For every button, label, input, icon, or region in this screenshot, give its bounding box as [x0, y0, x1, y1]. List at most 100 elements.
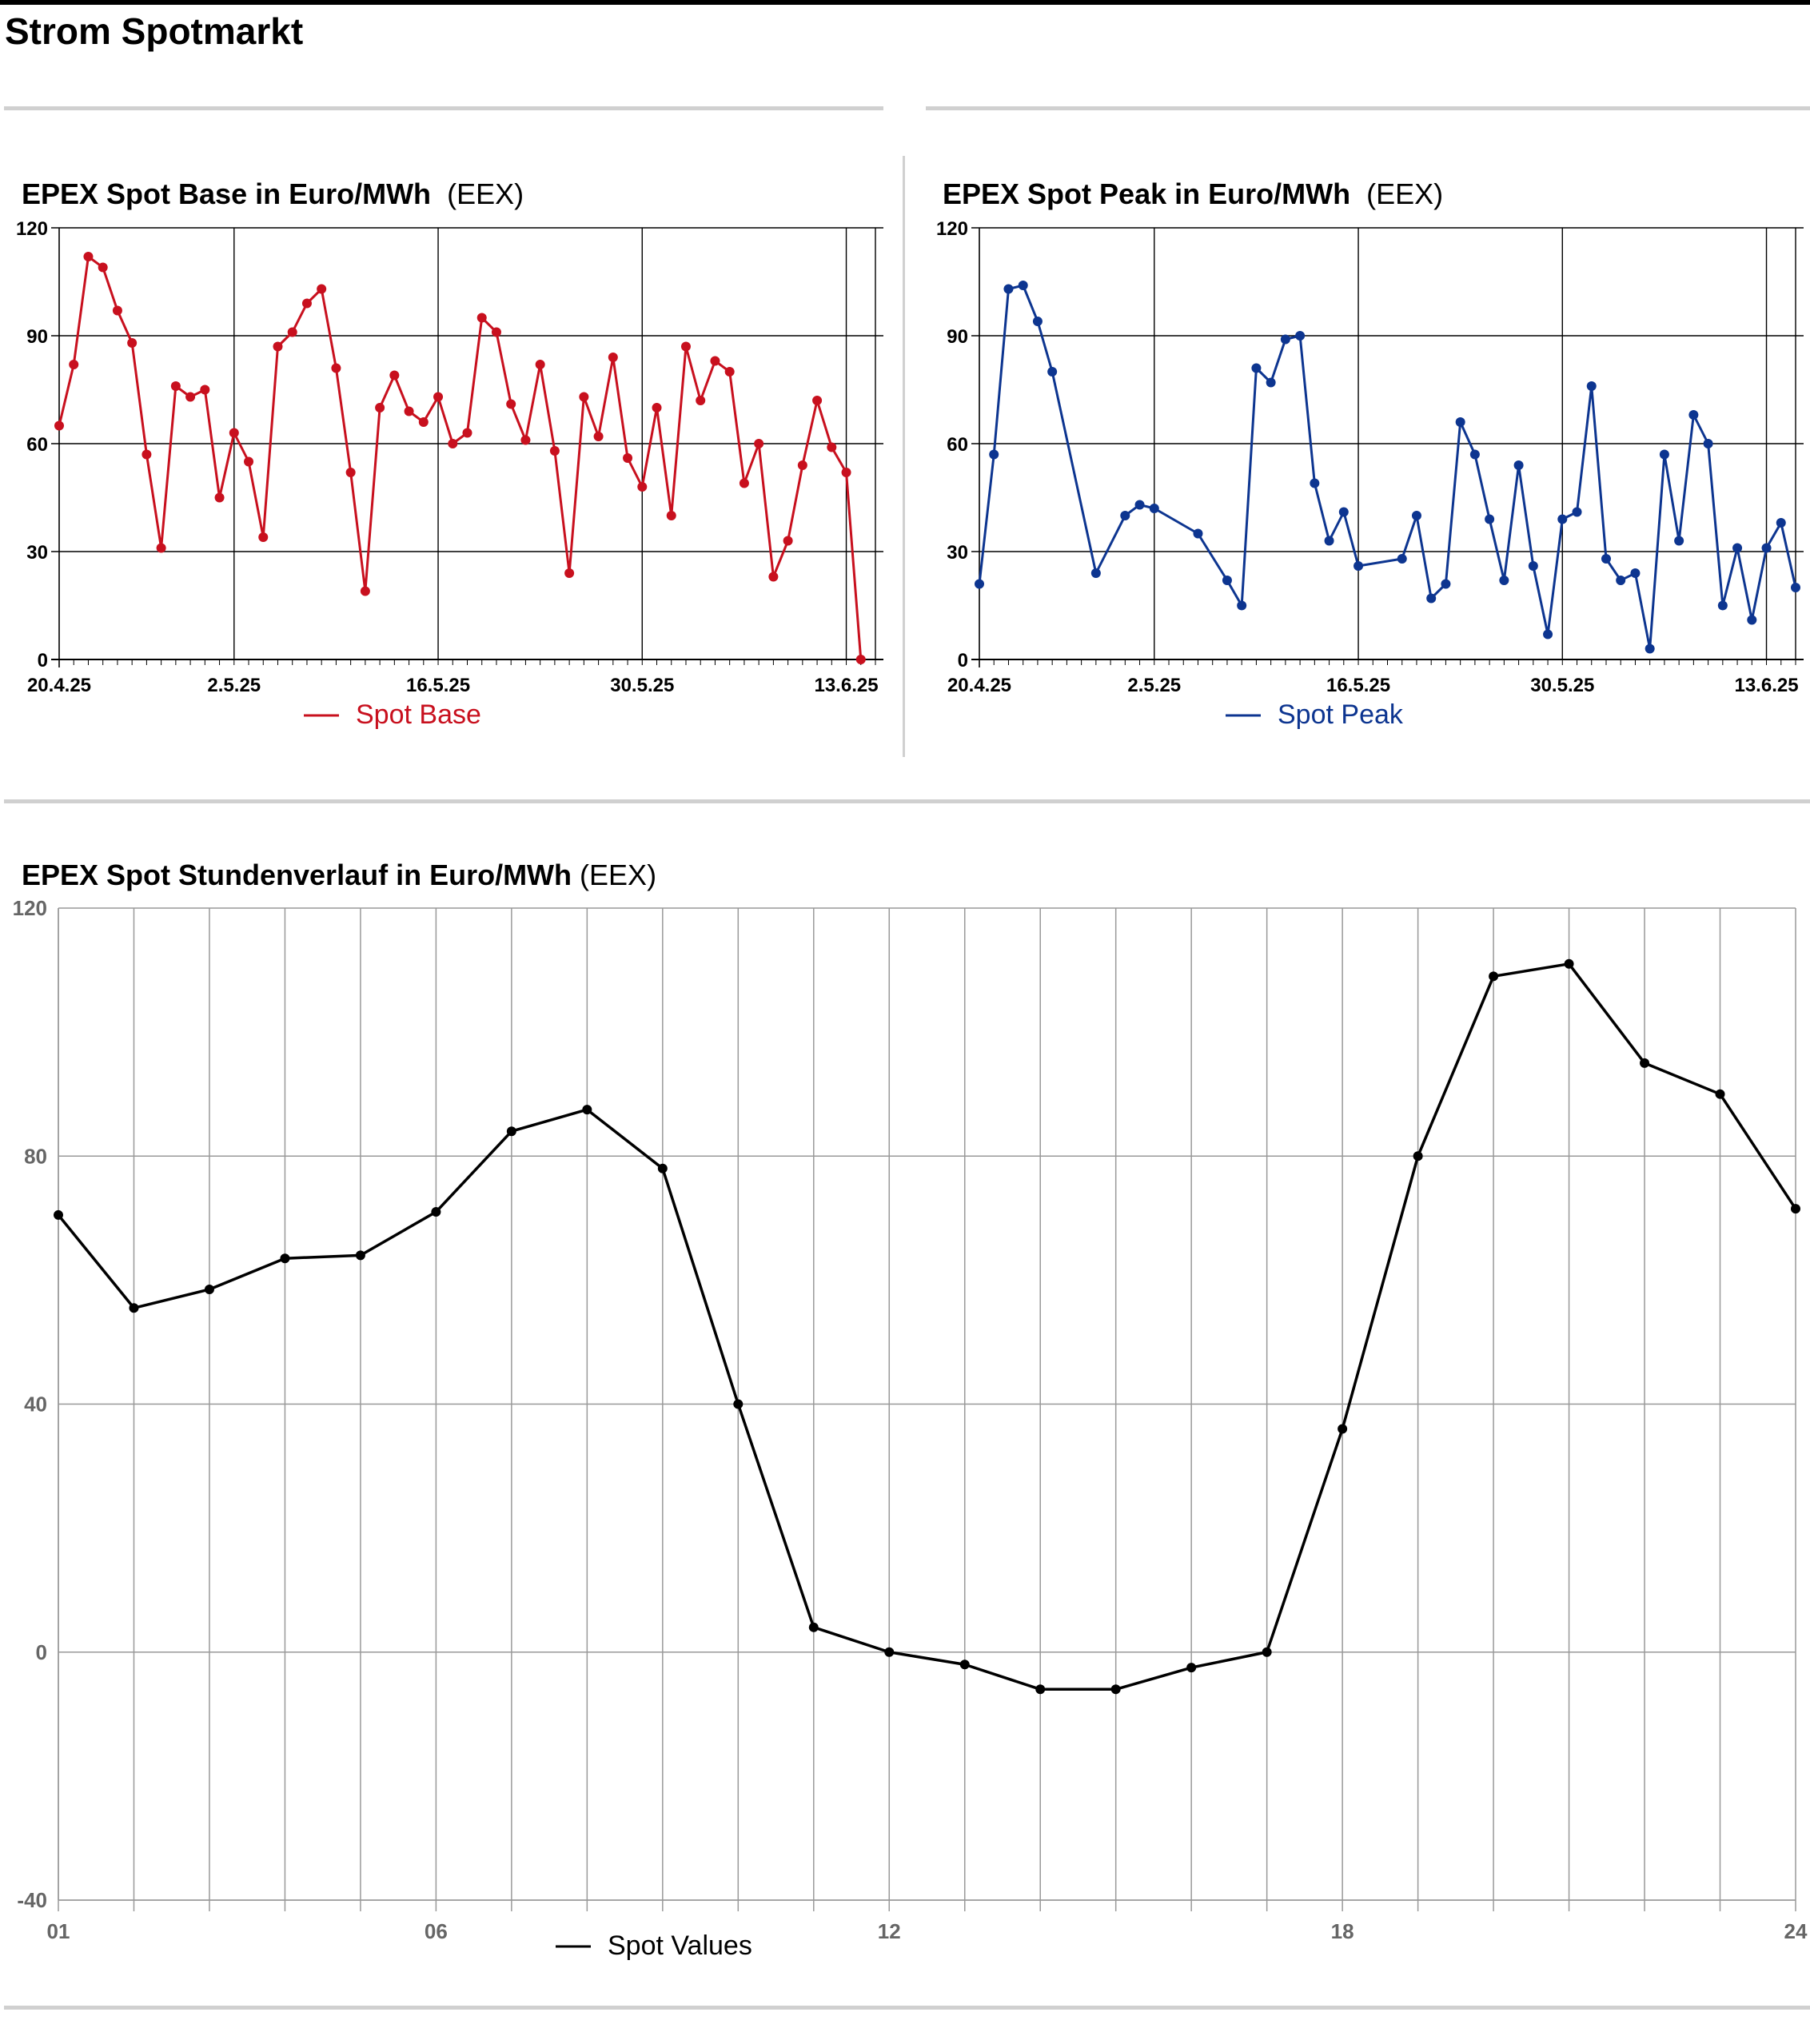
base-chart: 0 30 60 90 120 20.4.25 2.5.25 16.5.25 30.5.25 13.…: [16, 218, 883, 730]
hourly-data-point: [280, 1253, 290, 1264]
peak-data-point: [1324, 536, 1334, 546]
y-tick-label: -40: [17, 1888, 47, 1912]
x-tick-label: 12: [878, 1919, 901, 1943]
hourly-data-point: [1110, 1684, 1121, 1695]
base-data-point: [345, 468, 356, 477]
hourly-data-point: [1489, 971, 1499, 982]
y-tick-label: 60: [26, 434, 48, 456]
divider-middle: [4, 799, 1810, 803]
base-data-point: [404, 406, 414, 416]
peak-legend-label: Spot Peak: [1278, 699, 1404, 730]
base-data-point: [112, 305, 122, 316]
base-data-point: [433, 392, 444, 402]
y-tick-label: 30: [26, 542, 48, 564]
base-data-point: [506, 399, 516, 409]
base-data-point: [229, 428, 239, 438]
peak-data-point: [1761, 543, 1772, 553]
base-data-point: [156, 543, 166, 553]
page-title: Strom Spotmarkt: [5, 10, 304, 52]
hourly-data-point: [54, 1209, 63, 1220]
base-data-point: [389, 370, 400, 381]
base-chart-title-main: EPEX Spot Base in Euro/MWh: [22, 177, 432, 210]
base-data-point: [98, 262, 108, 273]
peak-data-point: [1630, 568, 1641, 578]
base-data-point: [491, 327, 501, 337]
peak-chart: 0 30 60 90 120 20.4.25 2.5.25 16.5.25 30.5.25 13.…: [936, 218, 1804, 730]
base-data-point: [214, 492, 225, 503]
x-tick-label: 24: [1784, 1919, 1808, 1943]
base-chart-title-source: (EEX): [447, 177, 524, 210]
hourly-data-point: [582, 1105, 592, 1115]
peak-data-point: [1557, 514, 1568, 524]
peak-data-point: [1222, 576, 1232, 585]
hourly-data-point: [1791, 1204, 1800, 1214]
hourly-data-point: [204, 1285, 214, 1295]
x-tick-label: 16.5.25: [406, 675, 470, 696]
base-data-point: [200, 384, 210, 395]
base-data-point: [170, 381, 181, 391]
peak-data-point: [1251, 363, 1262, 373]
peak-data-point: [1090, 568, 1101, 578]
x-tick-label: 30.5.25: [610, 675, 674, 696]
peak-data-point: [1659, 449, 1669, 460]
peak-data-point: [1747, 615, 1757, 625]
peak-data-point: [1513, 460, 1524, 470]
x-tick-label: 18: [1331, 1919, 1354, 1943]
peak-data-point: [1397, 554, 1407, 564]
base-data-point: [127, 338, 138, 348]
base-data-point: [54, 420, 64, 431]
hourly-data-point: [1715, 1089, 1725, 1099]
peak-data-point: [1047, 367, 1058, 377]
y-tick-label: 90: [26, 326, 48, 348]
base-data-point: [535, 360, 545, 369]
base-series-line: [58, 255, 863, 660]
base-data-point: [812, 396, 823, 405]
base-data-point: [739, 478, 749, 488]
y-tick-label: 30: [947, 542, 968, 564]
x-tick-label: 13.6.25: [1734, 675, 1798, 696]
peak-data-point: [1149, 504, 1159, 513]
base-data-point: [696, 396, 706, 405]
peak-data-point: [1717, 600, 1728, 611]
peak-data-point: [1572, 507, 1582, 517]
peak-data-point: [1791, 583, 1800, 592]
peak-data-point: [1586, 381, 1597, 391]
base-legend-label: Spot Base: [356, 699, 481, 730]
hourly-series-line: [57, 962, 1797, 1691]
hourly-data-point: [1338, 1424, 1348, 1434]
hourly-data-point: [657, 1163, 668, 1173]
hourly-data-point: [884, 1647, 895, 1657]
peak-data-point: [1601, 554, 1611, 564]
x-tick-label: 2.5.25: [207, 675, 261, 696]
base-data-point: [637, 482, 648, 492]
base-chart-title: EPEX Spot Base in Euro/MWh (EEX): [22, 177, 524, 211]
base-data-point: [623, 453, 633, 463]
base-data-point: [69, 360, 79, 369]
hourly-data-point: [1262, 1647, 1272, 1657]
y-tick-label: 40: [24, 1393, 47, 1416]
peak-data-point: [1674, 536, 1684, 546]
base-data-point: [520, 435, 531, 445]
peak-chart-title-source: (EEX): [1366, 177, 1444, 210]
y-tick-label: 120: [16, 218, 48, 240]
y-tick-label: 0: [36, 1640, 47, 1664]
peak-data-point: [1193, 528, 1203, 539]
peak-data-point: [1543, 629, 1553, 639]
hourly-legend-label: Spot Values: [608, 1930, 752, 1961]
base-data-point: [83, 252, 94, 261]
x-tick-label: 2.5.25: [1127, 675, 1181, 696]
x-tick-label: 13.6.25: [814, 675, 878, 696]
y-tick-label: 60: [947, 434, 968, 456]
peak-data-point: [1469, 449, 1480, 460]
base-data-point: [564, 568, 575, 578]
base-data-point: [360, 586, 370, 596]
base-data-point: [142, 449, 152, 460]
base-data-point: [331, 363, 341, 373]
base-data-point: [301, 298, 312, 309]
hourly-data-point: [1413, 1151, 1423, 1161]
base-data-point: [462, 428, 472, 438]
base-data-point: [855, 655, 866, 664]
y-tick-label: 0: [958, 650, 968, 671]
peak-data-point: [1310, 478, 1320, 488]
base-data-point: [783, 536, 793, 546]
